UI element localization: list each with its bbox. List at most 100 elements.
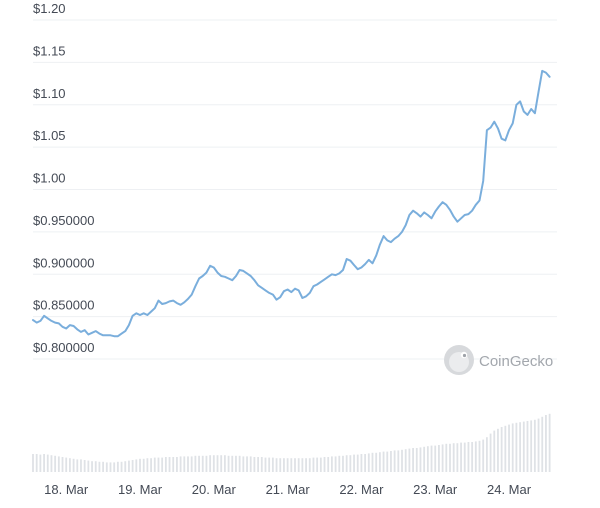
volume-bar	[43, 454, 45, 472]
volume-bar	[271, 457, 274, 472]
y-tick-label: $0.800000	[33, 340, 94, 355]
volume-bar	[242, 456, 245, 472]
volume-bar	[533, 419, 536, 472]
volume-bar	[434, 445, 437, 472]
gridlines	[33, 19, 557, 360]
volume-bar	[478, 440, 481, 472]
volume-bar	[183, 456, 186, 472]
volume-bar	[316, 457, 319, 472]
volume-bar	[327, 457, 330, 472]
volume-bar	[157, 457, 160, 472]
volume-bar	[32, 454, 34, 472]
volume-bar	[264, 457, 267, 472]
volume-bar	[94, 461, 97, 472]
volume-bar	[253, 457, 256, 472]
volume-bar	[360, 454, 363, 472]
volume-bar	[426, 446, 429, 472]
volume-bar	[46, 454, 49, 472]
x-tick-label: 20. Mar	[192, 482, 237, 497]
volume-bar	[290, 458, 293, 472]
volume-bar	[408, 448, 411, 472]
volume-bar	[452, 443, 455, 472]
volume-bar	[412, 448, 414, 472]
volume-bar	[467, 442, 470, 472]
volume-bar	[378, 452, 381, 472]
volume-bar	[176, 457, 178, 472]
volume-bar	[474, 441, 477, 472]
volume-bar	[198, 455, 200, 472]
volume-bar	[246, 456, 248, 472]
volume-bar	[57, 456, 60, 472]
volume-bar	[91, 461, 93, 472]
volume-bar	[168, 457, 171, 472]
volume-bar	[249, 456, 252, 472]
volume-bar	[530, 420, 533, 472]
volume-bar	[294, 458, 296, 472]
y-tick-label: $1.05	[33, 128, 66, 143]
volume-bar	[286, 458, 289, 472]
volume-bar	[397, 450, 400, 472]
volume-bar	[109, 462, 112, 472]
x-tick-label: 19. Mar	[118, 482, 163, 497]
volume-bar	[268, 457, 271, 472]
volume-bar	[172, 457, 175, 472]
volume-bar	[201, 455, 204, 472]
volume-bar	[485, 437, 488, 472]
volume-bar	[153, 457, 156, 472]
volume-bar	[61, 457, 64, 472]
volume-bar	[308, 458, 311, 472]
volume-bar	[102, 461, 105, 472]
volume-bar	[482, 439, 485, 472]
volume-bar	[364, 454, 367, 472]
volume-bar	[331, 456, 333, 472]
volume-bar	[83, 460, 86, 472]
x-tick-label: 21. Mar	[266, 482, 311, 497]
watermark-text: CoinGecko	[479, 353, 553, 370]
y-tick-label: $1.10	[33, 86, 66, 101]
x-axis-ticks: 18. Mar 19. Mar 20. Mar 21. Mar 22. Mar 23. M…	[44, 482, 532, 497]
volume-bar	[441, 444, 444, 472]
price-line	[32, 69, 551, 338]
volume-bar	[342, 455, 344, 472]
volume-bar	[338, 455, 341, 472]
volume-bar	[275, 458, 278, 472]
volume-bar	[522, 421, 525, 472]
volume-bar	[382, 451, 385, 472]
volume-bar	[87, 460, 90, 472]
volume-bar	[471, 442, 474, 472]
volume-bar	[463, 442, 466, 472]
volume-bar	[386, 451, 389, 472]
volume-bar	[449, 443, 451, 472]
volume-bar	[223, 455, 226, 472]
volume-bar	[541, 416, 544, 472]
volume-bar	[301, 458, 304, 472]
volume-bar	[445, 443, 448, 472]
volume-bar	[146, 458, 149, 472]
volume-bar	[150, 458, 152, 472]
volume-bar	[131, 460, 134, 472]
volume-bar	[371, 452, 374, 472]
y-tick-label: $1.20	[33, 1, 66, 16]
y-tick-label: $1.15	[33, 43, 66, 58]
volume-bar	[190, 456, 193, 472]
volume-bar	[438, 445, 440, 472]
volume-bar	[212, 455, 215, 472]
volume-bar	[305, 458, 307, 472]
volume-bar	[209, 455, 212, 472]
volume-bar	[367, 453, 370, 472]
volume-bar	[356, 454, 359, 472]
y-tick-label: $0.850000	[33, 298, 94, 313]
volume-bar	[220, 455, 223, 472]
volume-bar	[423, 446, 426, 472]
x-tick-label: 24. Mar	[487, 482, 532, 497]
x-tick-label: 23. Mar	[413, 482, 458, 497]
volume-bar	[80, 459, 82, 472]
volume-bar	[113, 462, 116, 472]
y-axis-ticks: $0.800000 $0.850000 $0.900000 $0.950000 $1.0…	[33, 1, 94, 355]
volume-bar	[50, 455, 53, 472]
volume-bar	[319, 457, 322, 472]
volume-bar	[456, 443, 459, 472]
volume-bar	[105, 462, 108, 472]
volume-bar	[260, 457, 263, 472]
